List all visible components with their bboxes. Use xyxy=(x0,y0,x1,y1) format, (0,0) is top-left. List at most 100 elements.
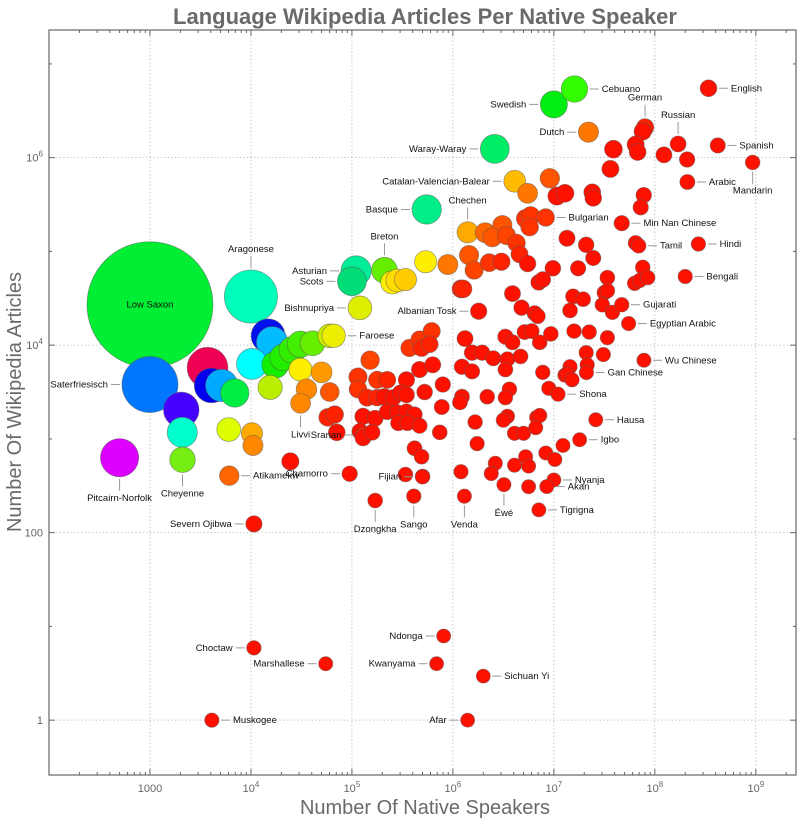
bubble xyxy=(604,139,623,159)
bubble xyxy=(416,383,433,401)
y-tick-base: 100 xyxy=(25,528,43,540)
point-label: Marshallese xyxy=(253,659,304,670)
x-tick-label: 106 xyxy=(445,780,462,795)
bubble xyxy=(595,346,611,363)
bubble xyxy=(521,458,537,474)
bubble-livvi xyxy=(290,392,311,414)
bubble xyxy=(411,417,428,434)
bubble-fijian xyxy=(414,469,431,485)
point-label: English xyxy=(731,83,762,94)
x-tick-exponent: 4 xyxy=(255,780,260,789)
point-label: Basque xyxy=(366,204,398,215)
bubble-basque xyxy=(411,194,442,225)
point-label: Hausa xyxy=(617,415,645,426)
bubble-sango xyxy=(406,488,422,504)
bubble-faroese xyxy=(321,323,346,348)
bubble xyxy=(452,394,468,411)
bubble-cheyenne xyxy=(169,446,196,473)
point-label: Shona xyxy=(579,389,607,400)
bubble-kwanyama xyxy=(429,656,445,672)
bubble xyxy=(558,229,576,247)
bubble-marshallese xyxy=(318,656,334,672)
bubble xyxy=(555,183,575,203)
point-label: Egyptian Arabic xyxy=(650,319,716,330)
point-label: Catalan-Valencian-Balear xyxy=(382,176,490,187)
bubble xyxy=(566,323,582,339)
bubble xyxy=(584,189,602,207)
bubble xyxy=(413,448,430,465)
y-tick-base: 10 xyxy=(26,340,38,352)
bubble-egyptian-arabic xyxy=(621,315,637,332)
bubble xyxy=(581,324,597,340)
point-label: Spanish xyxy=(739,140,773,151)
point-label: Dutch xyxy=(539,127,564,138)
y-tick-label: 100 xyxy=(25,528,43,540)
bubble-english xyxy=(699,79,718,98)
bubble-bulgarian xyxy=(536,208,555,227)
bubble xyxy=(543,326,559,342)
bubble-pitcairn-norfolk xyxy=(100,438,140,478)
bubble xyxy=(464,260,484,280)
bubble xyxy=(325,405,344,424)
point-label: Akan xyxy=(568,482,590,493)
point-label: Sango xyxy=(400,519,427,530)
bubble-russian xyxy=(669,135,687,153)
point-label: Swedish xyxy=(490,99,526,110)
bubble xyxy=(456,330,474,348)
x-tick-exponent: 6 xyxy=(457,780,462,789)
point-label: Asturian xyxy=(292,266,327,277)
point-label: Arabic xyxy=(709,177,736,188)
bubble xyxy=(483,466,499,482)
bubble xyxy=(599,269,616,286)
x-tick-base: 10 xyxy=(747,783,759,795)
bubble xyxy=(547,452,563,468)
bubble xyxy=(257,374,283,400)
x-tick-base: 10 xyxy=(546,783,558,795)
bubble xyxy=(242,434,264,456)
bubble xyxy=(585,249,602,267)
bubble-igbo xyxy=(572,432,588,448)
bubble xyxy=(288,357,313,382)
bubble-shona xyxy=(550,386,566,402)
bubble-hindi xyxy=(690,236,707,252)
bubble-atikamekw xyxy=(219,465,240,486)
point-label: Cheyenne xyxy=(161,488,204,499)
point-label: Mandarin xyxy=(733,186,773,197)
bubble-afar xyxy=(460,712,476,728)
bubble xyxy=(495,412,512,428)
point-label: Sichuan Yi xyxy=(504,671,549,682)
point-label: Bulgarian xyxy=(568,212,608,223)
x-tick-base: 10 xyxy=(646,783,658,795)
bubble xyxy=(166,416,198,448)
bubble-swedish xyxy=(539,90,568,119)
bubble-bengali xyxy=(677,268,693,285)
bubble-scots xyxy=(337,266,367,297)
point-label: Tigrigna xyxy=(560,505,595,516)
bubble xyxy=(531,334,548,351)
bubble-gujarati xyxy=(614,297,630,313)
bubble xyxy=(327,423,346,442)
bubble xyxy=(497,361,514,378)
y-tick-label: 106 xyxy=(26,150,43,165)
point-label: Livvi xyxy=(291,429,310,440)
bubble xyxy=(220,378,250,408)
bubble xyxy=(310,361,333,384)
point-label: Ndonga xyxy=(389,631,423,642)
bubble xyxy=(467,414,483,430)
bubble-wu-chinese xyxy=(636,352,652,368)
bubble-dzongkha xyxy=(367,492,383,509)
bubble-hausa xyxy=(588,412,604,428)
y-tick-base: 1 xyxy=(37,715,43,727)
bubble-min-nan-chinese xyxy=(613,215,630,232)
bubble-saterfriesisch xyxy=(121,356,179,413)
bubble xyxy=(504,285,521,303)
point-label: Saterfriesisch xyxy=(50,380,108,391)
point-label: Dzongkha xyxy=(354,524,397,535)
bubbles xyxy=(86,75,761,728)
bubble xyxy=(378,370,397,389)
bubble xyxy=(437,254,459,276)
point-label: Russian xyxy=(661,110,695,121)
point-label: Faroese xyxy=(359,331,394,342)
bubble xyxy=(520,217,539,237)
